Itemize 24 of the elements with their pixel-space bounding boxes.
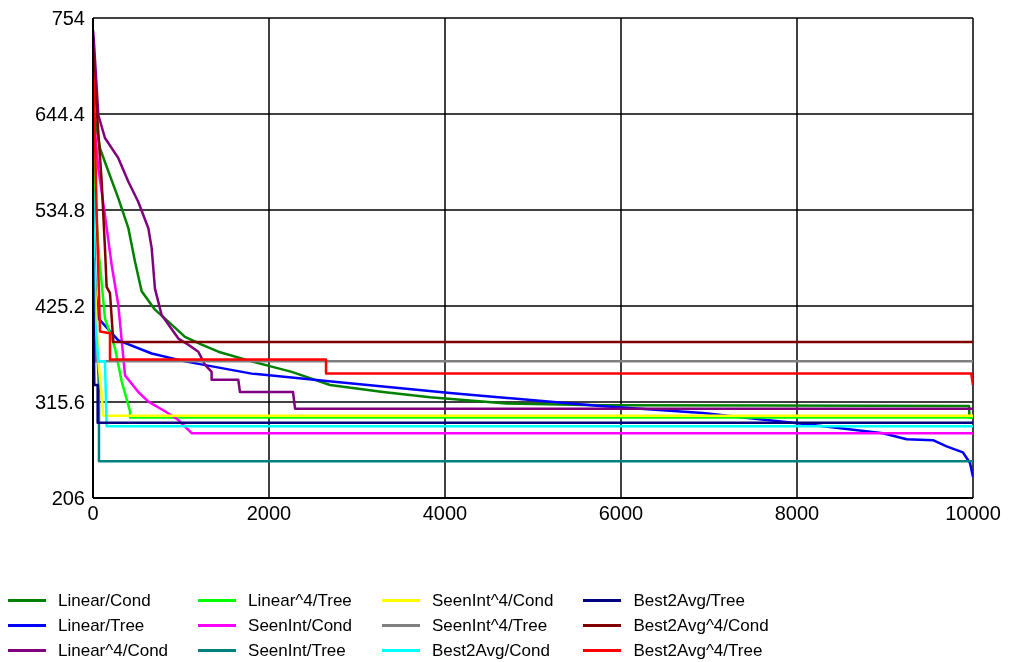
y-tick-label: 425.2 (34, 295, 85, 318)
legend-label: Best2Avg/Cond (432, 640, 550, 661)
legend-label: Best2Avg^4/Cond (633, 615, 769, 636)
legend-label: SeenInt^4/Cond (432, 590, 554, 611)
y-tick-label: 754 (51, 7, 85, 30)
legend-label: Best2Avg/Tree (633, 590, 745, 611)
x-tick-label: 0 (87, 502, 99, 525)
legend-label: SeenInt/Tree (248, 640, 346, 661)
x-tick-label: 10000 (945, 502, 1001, 525)
x-tick-label: 2000 (246, 502, 292, 525)
y-tick-label: 534.8 (34, 199, 85, 222)
x-tick-label: 8000 (774, 502, 820, 525)
legend-label: Linear/Cond (58, 590, 151, 611)
legend-label: SeenInt^4/Tree (432, 615, 548, 636)
legend-label: Linear/Tree (58, 615, 145, 636)
x-tick-label: 4000 (422, 502, 468, 525)
legend-label: SeenInt/Cond (248, 615, 353, 636)
x-tick-label: 6000 (598, 502, 644, 525)
legend-label: Linear^4/Tree (248, 590, 352, 611)
y-tick-label: 644.4 (34, 103, 85, 126)
legend-label: Linear^4/Cond (58, 640, 169, 661)
legend-label: Best2Avg^4/Tree (633, 640, 763, 661)
y-tick-label: 315.6 (34, 391, 85, 414)
y-tick-label: 206 (51, 487, 85, 510)
